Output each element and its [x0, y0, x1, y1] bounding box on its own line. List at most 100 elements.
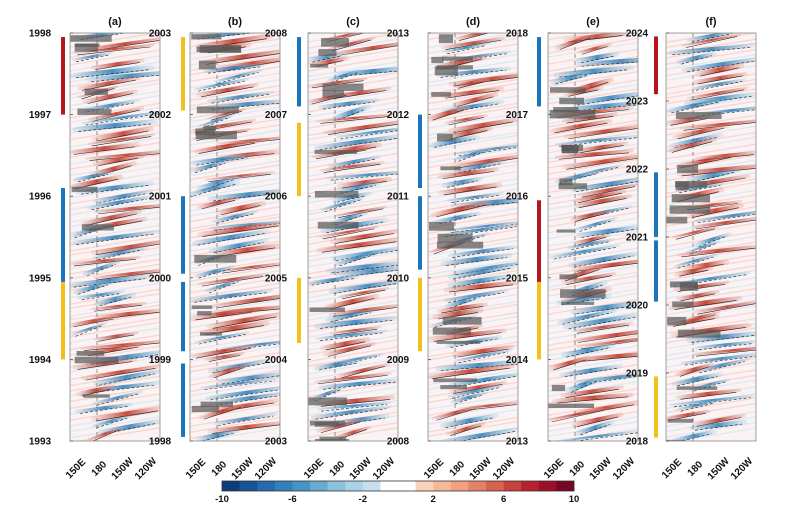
- shaded-block: [561, 145, 578, 154]
- negative-anomaly-stripe: [315, 329, 388, 341]
- positive-anomaly-stripe: [93, 331, 139, 341]
- positive-anomaly-stripe: [563, 33, 629, 43]
- contour-line: [341, 365, 386, 379]
- positive-anomaly-stripe: [82, 89, 138, 104]
- texture-line: [190, 206, 280, 223]
- shaded-block: [675, 112, 722, 120]
- negative-anomaly-stripe: [332, 104, 372, 121]
- shaded-block: [81, 224, 114, 231]
- year-tick-label: 2011: [387, 192, 409, 203]
- positive-anomaly-stripe: [554, 149, 634, 159]
- contour-line: [564, 367, 618, 378]
- contour-line: [203, 407, 241, 420]
- positive-anomaly-stripe: [308, 77, 368, 87]
- contour-line: [196, 348, 251, 359]
- texture-line: [548, 275, 638, 292]
- negative-anomaly-stripe: [669, 132, 724, 148]
- contour-line: [218, 72, 259, 84]
- contour-line: [458, 33, 490, 41]
- texture-line: [190, 65, 280, 83]
- positive-anomaly-stripe: [316, 237, 398, 253]
- texture-line: [666, 53, 756, 70]
- contour-line: [553, 247, 616, 260]
- positive-anomaly-stripe: [327, 36, 376, 51]
- texture-line: [190, 364, 280, 381]
- negative-anomaly-stripe: [574, 419, 616, 436]
- contour-line: [333, 328, 378, 336]
- positive-anomaly-stripe: [80, 364, 160, 380]
- contour-line: [85, 368, 156, 381]
- shaded-block: [551, 384, 566, 392]
- positive-anomaly-stripe: [430, 200, 492, 218]
- contour-line: [91, 198, 147, 210]
- year-tick-label: 2018: [506, 29, 529, 40]
- positive-anomaly-stripe: [90, 58, 145, 70]
- positive-anomaly-stripe: [93, 308, 160, 320]
- positive-anomaly-stripe: [328, 303, 398, 317]
- negative-anomaly-stripe: [676, 399, 719, 411]
- contour-line: [86, 102, 136, 113]
- contour-line: [581, 46, 608, 55]
- year-tick-label: 2008: [265, 29, 288, 40]
- positive-anomaly-stripe: [676, 244, 756, 257]
- shaded-block: [433, 378, 478, 383]
- texture-line: [190, 356, 280, 373]
- texture-line: [190, 152, 280, 170]
- texture-line: [70, 211, 160, 228]
- negative-anomaly-stripe: [570, 300, 638, 315]
- texture-line: [666, 125, 756, 142]
- contour-line: [562, 312, 612, 325]
- colorbar-segment: [327, 481, 346, 491]
- contour-line: [198, 268, 231, 279]
- negative-anomaly-stripe: [565, 376, 604, 394]
- shaded-block: [322, 83, 364, 92]
- contour-line: [568, 316, 636, 330]
- negative-anomaly-stripe: [440, 413, 499, 429]
- contour-line: [77, 174, 109, 183]
- panel-frame: [547, 32, 639, 442]
- positive-anomaly-stripe: [323, 341, 376, 357]
- contour-line: [221, 205, 261, 216]
- negative-anomaly-stripe: [81, 110, 160, 125]
- positive-anomaly-stripe: [443, 280, 518, 293]
- contour-line: [77, 361, 133, 370]
- shaded-block: [559, 178, 573, 186]
- negative-anomaly-stripe: [82, 98, 141, 112]
- positive-anomaly-stripe: [680, 311, 720, 323]
- negative-anomaly-stripe: [453, 159, 506, 173]
- contour-line: [679, 366, 709, 377]
- colorbar-segment: [239, 481, 258, 491]
- positive-anomaly-stripe: [190, 307, 258, 321]
- negative-anomaly-stripe: [75, 402, 134, 414]
- contour-line: [320, 421, 360, 434]
- year-tick-label: 2009: [387, 355, 410, 366]
- shaded-block: [442, 56, 473, 61]
- contour-line: [436, 204, 487, 218]
- negative-anomaly-stripe: [447, 273, 513, 288]
- positive-anomaly-stripe: [438, 182, 503, 196]
- year-tick-label: 2006: [265, 192, 288, 203]
- shaded-block: [310, 63, 329, 68]
- positive-anomaly-stripe: [93, 268, 160, 280]
- contour-line: [579, 219, 614, 232]
- contour-line: [677, 127, 725, 140]
- contour-line: [448, 292, 505, 303]
- contour-line: [581, 186, 636, 198]
- contour-line: [697, 75, 743, 85]
- negative-anomaly-stripe: [441, 176, 484, 188]
- contour-line: [99, 296, 131, 307]
- colorbar-segment: [345, 481, 364, 491]
- positive-anomaly-stripe: [336, 362, 390, 378]
- colorbar-segment: [292, 481, 311, 491]
- positive-anomaly-stripe: [428, 105, 470, 121]
- contour-line: [700, 67, 739, 77]
- contour-line: [79, 405, 129, 414]
- texture-line: [428, 94, 518, 112]
- positive-anomaly-stripe: [89, 161, 137, 178]
- shaded-block: [198, 60, 216, 70]
- shaded-block: [431, 92, 452, 97]
- year-tick-label: 2004: [265, 355, 288, 366]
- contour-line: [577, 192, 622, 204]
- year-tick-label: 1997: [29, 110, 52, 121]
- negative-anomaly-stripe: [202, 62, 265, 74]
